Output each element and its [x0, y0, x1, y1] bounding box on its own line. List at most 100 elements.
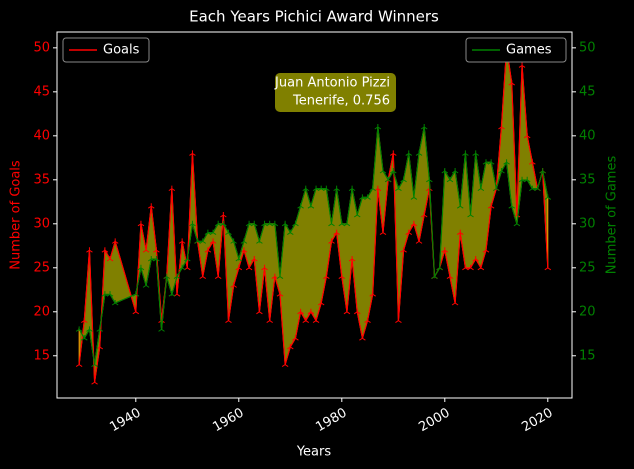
point	[235, 264, 243, 271]
legend-label: Games	[506, 43, 552, 58]
point	[508, 80, 516, 86]
point	[204, 229, 212, 236]
point	[343, 308, 351, 315]
point	[498, 124, 505, 130]
point	[348, 185, 356, 192]
point	[173, 273, 181, 280]
point	[436, 264, 443, 271]
point	[230, 282, 237, 288]
point	[132, 308, 140, 315]
point	[86, 326, 93, 332]
point	[364, 317, 371, 323]
y2-tick-label: 25	[579, 260, 596, 275]
point	[302, 317, 310, 323]
point	[451, 299, 459, 306]
point	[513, 220, 521, 227]
point	[240, 247, 248, 253]
point	[384, 176, 392, 183]
point	[415, 150, 423, 156]
point	[482, 159, 490, 165]
point	[410, 194, 418, 200]
y-tick-label: 50	[33, 40, 50, 55]
point	[420, 212, 428, 218]
point	[446, 273, 454, 280]
point	[451, 168, 459, 174]
point	[142, 247, 150, 253]
point	[395, 185, 402, 192]
point	[245, 220, 253, 227]
point	[395, 317, 402, 323]
point	[266, 317, 273, 323]
y2-tick-label: 30	[579, 216, 596, 231]
point	[240, 238, 248, 244]
point	[214, 273, 222, 280]
chart-title: Each Years Pichici Award Winners	[189, 8, 439, 26]
point	[287, 343, 294, 350]
point	[410, 220, 418, 227]
point	[194, 238, 201, 244]
point	[390, 168, 397, 174]
x-tick-label: 2000	[416, 406, 452, 436]
point	[487, 203, 495, 209]
point	[302, 185, 310, 192]
point	[168, 185, 176, 192]
point	[312, 185, 320, 192]
point	[518, 176, 526, 183]
point	[271, 220, 279, 227]
point	[467, 264, 474, 271]
plot-frame	[56, 31, 573, 399]
point	[132, 291, 140, 297]
point	[250, 255, 258, 262]
point	[508, 203, 516, 209]
point	[456, 229, 464, 236]
point	[353, 308, 361, 315]
x-tick-label: 1960	[210, 406, 246, 436]
point	[400, 176, 407, 183]
point	[338, 273, 346, 280]
y-axis-label: Number of Goals	[9, 160, 24, 270]
legend-box	[465, 37, 567, 63]
point	[220, 212, 227, 218]
point	[250, 220, 258, 227]
point	[462, 150, 469, 156]
point	[338, 220, 346, 227]
point	[364, 194, 371, 200]
point	[101, 247, 109, 253]
point	[348, 255, 356, 262]
point	[328, 220, 335, 227]
x-tick-label: 2020	[519, 406, 555, 436]
y2-tick-label: 35	[579, 172, 596, 187]
point	[184, 255, 191, 262]
point	[472, 150, 479, 156]
point	[168, 291, 176, 297]
point	[477, 264, 485, 271]
point	[323, 185, 330, 192]
point	[178, 238, 186, 244]
point	[199, 238, 207, 244]
point	[245, 264, 253, 271]
point	[420, 124, 428, 130]
x-tick-label: 1940	[107, 406, 143, 436]
point	[307, 203, 315, 209]
annotation-text: Tenerife, 0.756	[292, 94, 390, 109]
point	[261, 264, 268, 271]
point	[493, 185, 500, 192]
point	[281, 220, 289, 227]
point	[462, 264, 469, 271]
legend-box	[62, 37, 150, 63]
point	[405, 229, 413, 236]
point	[472, 255, 479, 262]
point	[137, 264, 145, 271]
y-tick-label: 40	[33, 128, 50, 143]
point	[328, 238, 335, 244]
point	[91, 361, 98, 367]
point	[529, 185, 536, 192]
point	[379, 229, 387, 236]
point	[75, 326, 83, 332]
point	[281, 361, 289, 367]
point	[96, 343, 104, 350]
point	[529, 159, 536, 165]
point	[343, 220, 351, 227]
